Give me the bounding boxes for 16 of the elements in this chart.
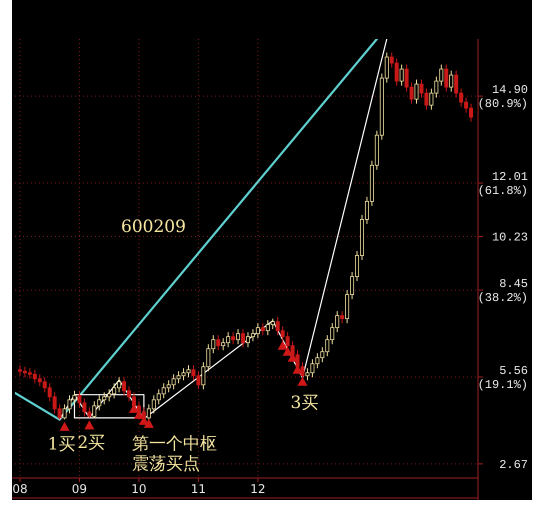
annotation: 3买 — [290, 392, 318, 413]
y-tick-label: 10.23 — [492, 230, 528, 245]
y-tick-label: 12.01 (61.8%) — [478, 170, 528, 198]
y-tick-label: 2.67 — [499, 458, 528, 472]
x-tick-label: 08 — [12, 482, 28, 496]
annotation: 600209 — [121, 217, 186, 238]
annotation: 第一个中枢震荡买点 — [132, 434, 217, 474]
x-tick-label: 09 — [72, 482, 88, 496]
x-tick-label: 11 — [190, 482, 206, 496]
y-tick-label: 14.90 (80.9%) — [478, 83, 528, 112]
y-tick-label: 8.45 (38.2%) — [478, 277, 528, 306]
annotation: 1买 — [48, 434, 76, 455]
x-tick-label: 12 — [250, 482, 266, 496]
x-tick-label: 10 — [131, 482, 147, 496]
annotation: 2买 — [77, 432, 106, 453]
y-tick-label: 5.56 (19.1%) — [478, 364, 528, 392]
